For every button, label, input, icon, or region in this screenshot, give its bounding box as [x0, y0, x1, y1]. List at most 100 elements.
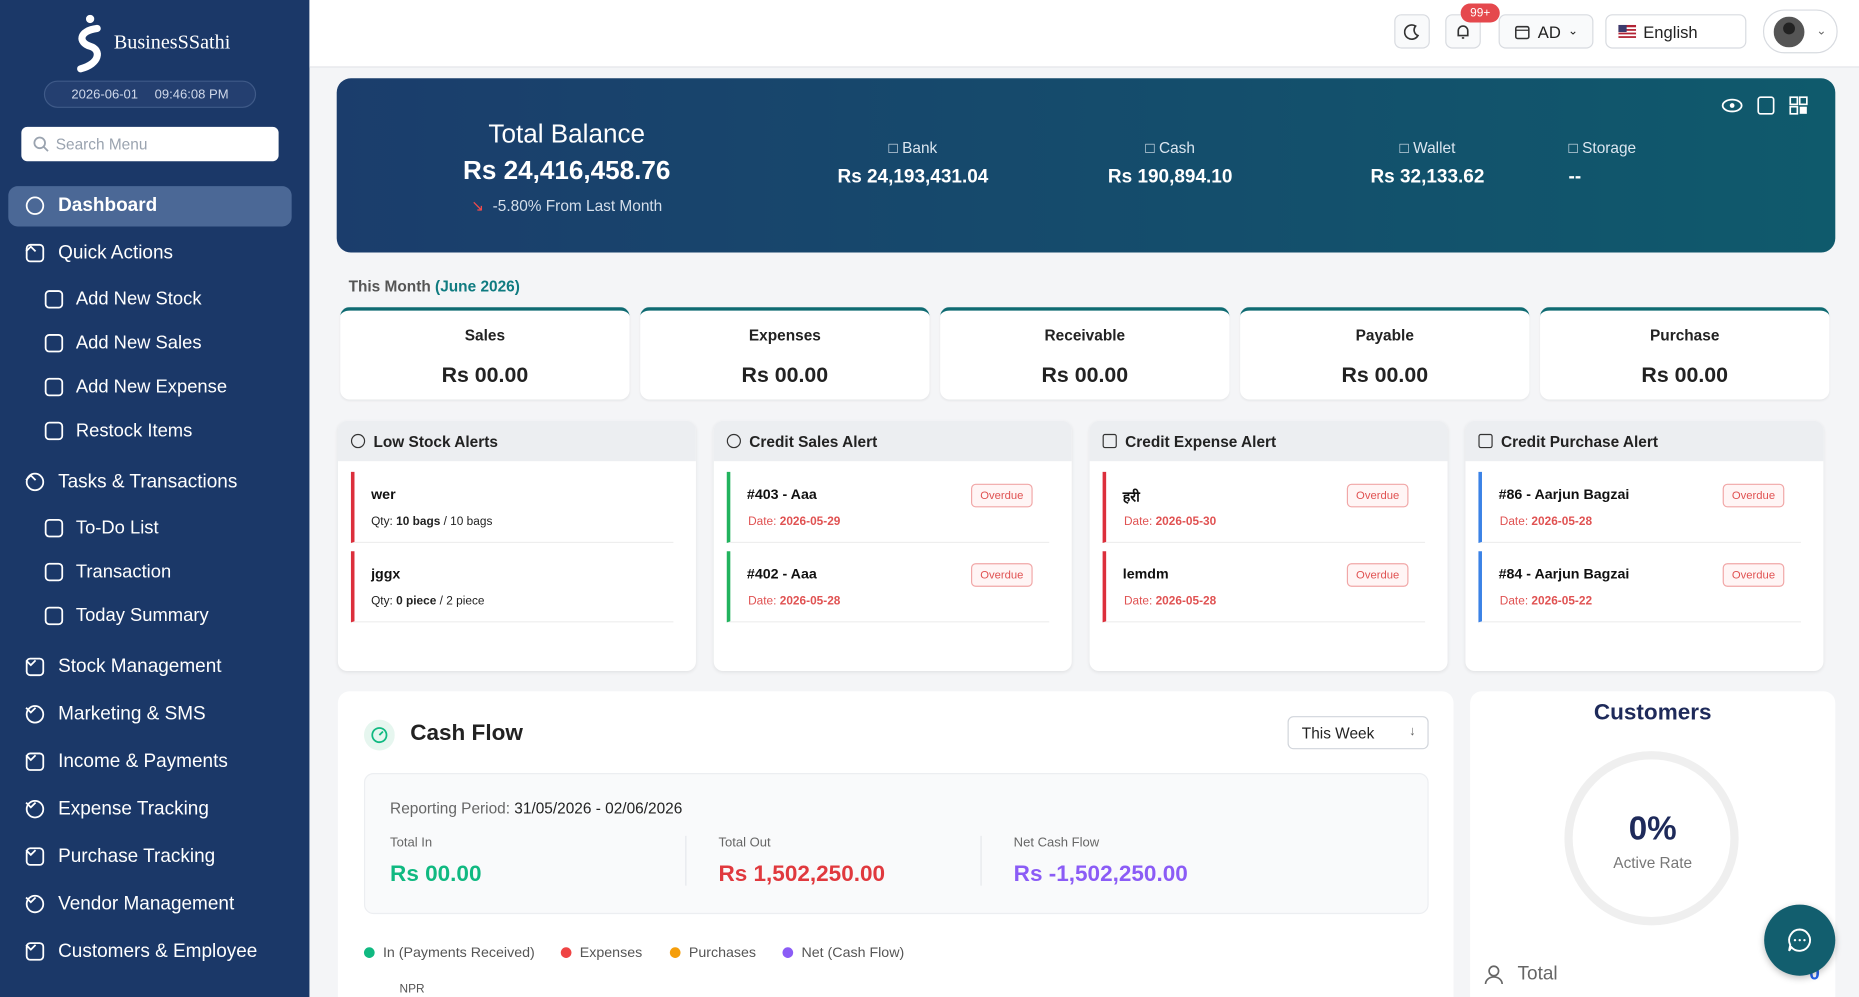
account-amount: Rs 24,193,431.04	[837, 167, 989, 188]
alert-title: Credit Purchase Alert	[1500, 432, 1658, 450]
item-detail: Date: 2026-05-30	[1124, 516, 1216, 529]
account-label: Bank	[902, 138, 938, 157]
account-amount: Rs 32,133.62	[1370, 167, 1485, 188]
legend-swatch	[782, 946, 794, 958]
detail-label: Date:	[748, 515, 777, 529]
menu-item[interactable]: Dashboard	[8, 186, 292, 227]
stat-value: Rs 00.00	[390, 861, 482, 887]
submenu-item[interactable]: Add New Sales	[8, 321, 291, 365]
submenu-label: To-Do List	[75, 517, 159, 538]
search-input[interactable]: Search Menu	[21, 126, 279, 162]
item-detail: Qty: 0 piece / 2 piece	[371, 595, 484, 608]
alert-title: Credit Expense Alert	[1125, 432, 1277, 450]
icon	[44, 290, 64, 309]
language-select[interactable]: English	[1605, 14, 1747, 49]
customers-title: Customers	[1593, 700, 1712, 726]
card-amount: Rs 00.00	[1041, 362, 1129, 387]
sidebar: BusinesSSathi 2026-06-01 09:46:08 PM Sear…	[0, 0, 310, 997]
detail-label: Date:	[748, 595, 777, 609]
alert-icon	[1478, 433, 1493, 449]
chevron	[25, 849, 37, 857]
menu-item[interactable]: Stock Management	[8, 647, 291, 687]
account-name: □ Wallet	[1399, 138, 1456, 157]
menu-item[interactable]: Marketing & SMS	[8, 695, 291, 735]
period-label: Reporting Period:	[390, 799, 511, 817]
legend-item: Purchases	[669, 943, 757, 961]
overdue-badge: Overdue	[1722, 483, 1785, 508]
submenu-item[interactable]: Restock Items	[8, 409, 291, 453]
month-label: This Month	[348, 277, 431, 296]
submenu-item[interactable]: Today Summary	[8, 594, 291, 638]
detail-label: Qty:	[371, 515, 393, 529]
icon	[25, 657, 45, 677]
detail-value: 2026-05-28	[779, 595, 841, 609]
menu-item[interactable]: Quick Actions	[8, 234, 291, 274]
account: □ Storage --	[1569, 139, 1664, 189]
alert-item: #403 - Aaa Overdue Date: 2026-05-29	[726, 471, 1050, 544]
alert-icon	[350, 433, 366, 449]
alert-panel: Credit Sales Alert #403 - Aaa Overdue Date:…	[713, 420, 1072, 672]
summary-card: Expenses Rs 00.00	[640, 307, 930, 400]
theme-toggle[interactable]	[1394, 14, 1430, 49]
calendar-select[interactable]: AD ⌄	[1498, 14, 1594, 49]
alert-panel: Credit Purchase Alert #86 - Aarjun Bagzai…	[1465, 420, 1824, 672]
balance-change: ↘ -5.80% From Last Month	[471, 196, 663, 215]
balance-amount: Rs 24,416,458.76	[463, 155, 671, 185]
item-name: #402 - Aaa	[746, 565, 817, 583]
account-name: □ Storage	[1568, 138, 1637, 157]
menu-item[interactable]: Vendor Management	[8, 884, 291, 924]
menu-item[interactable]: Tasks & Transactions	[8, 462, 291, 502]
alert-header: Low Stock Alerts	[337, 420, 696, 462]
alert-item: lemdm Overdue Date: 2026-05-28	[1102, 551, 1426, 623]
submenu-item[interactable]: To-Do List	[8, 506, 291, 550]
alert-icon	[1102, 433, 1117, 449]
change-text: -5.80% From Last Month	[492, 196, 663, 215]
overdue-badge: Overdue	[1722, 563, 1785, 587]
menu-item[interactable]: Purchase Tracking	[8, 837, 291, 877]
item-name: #403 - Aaa	[746, 486, 817, 503]
menu: Dashboard Quick Actions Add New Stock Add N…	[8, 186, 292, 979]
account: □ Cash Rs 190,894.10	[1052, 139, 1289, 189]
active-rate-label: Active Rate	[1613, 853, 1693, 872]
submenu-item[interactable]: Transaction	[8, 550, 291, 594]
item-detail: Date: 2026-05-28	[748, 595, 840, 608]
month-period: (June 2026)	[435, 277, 520, 296]
legend-item: Expenses	[560, 944, 642, 960]
icon	[25, 942, 45, 961]
icon	[44, 562, 64, 582]
legend-swatch	[560, 946, 572, 958]
account-label: Cash	[1158, 138, 1195, 157]
alert-item: #86 - Aarjun Bagzai Overdue Date: 2026-05-…	[1478, 471, 1801, 544]
menu-item[interactable]: Income & Payments	[8, 742, 291, 782]
chat-button[interactable]	[1764, 904, 1836, 976]
menu-item[interactable]: Expense Tracking	[8, 790, 291, 830]
menu-label: Expense Tracking	[58, 799, 209, 820]
card-name: Receivable	[1044, 326, 1126, 344]
profile-menu[interactable]: ⌄	[1762, 9, 1838, 54]
chevron	[25, 474, 37, 481]
item-detail: Date: 2026-05-28	[1500, 516, 1592, 529]
submenu-item[interactable]: Add New Stock	[8, 277, 291, 321]
detail-value: 0 piece	[396, 595, 437, 609]
legend-label: Purchases	[688, 943, 757, 961]
overdue-badge: Overdue	[970, 563, 1033, 587]
menu-label: Dashboard	[58, 195, 158, 216]
overdue-badge: Overdue	[1346, 483, 1409, 508]
item-name: wer	[371, 486, 396, 503]
stat-label: Total In	[390, 835, 433, 851]
detail-value: 2026-05-30	[1155, 515, 1217, 529]
stat-label: Net Cash Flow	[1013, 835, 1100, 851]
menu-label: Marketing & SMS	[58, 704, 206, 725]
alert-title: Low Stock Alerts	[373, 432, 498, 450]
summary-card: Sales Rs 00.00	[340, 307, 630, 400]
item-name: हरी	[1122, 488, 1140, 506]
item-name: jggx	[371, 565, 401, 583]
period-filter[interactable]: This Week ↓	[1287, 716, 1429, 750]
total-value: 0	[1809, 963, 1820, 985]
menu-item[interactable]: Customers & Employee	[8, 932, 291, 972]
legend-item: Net (Cash Flow)	[782, 944, 904, 960]
menu-label: Stock Management	[58, 656, 222, 677]
balance-actions[interactable]	[1721, 95, 1816, 116]
submenu-item[interactable]: Add New Expense	[8, 365, 291, 409]
